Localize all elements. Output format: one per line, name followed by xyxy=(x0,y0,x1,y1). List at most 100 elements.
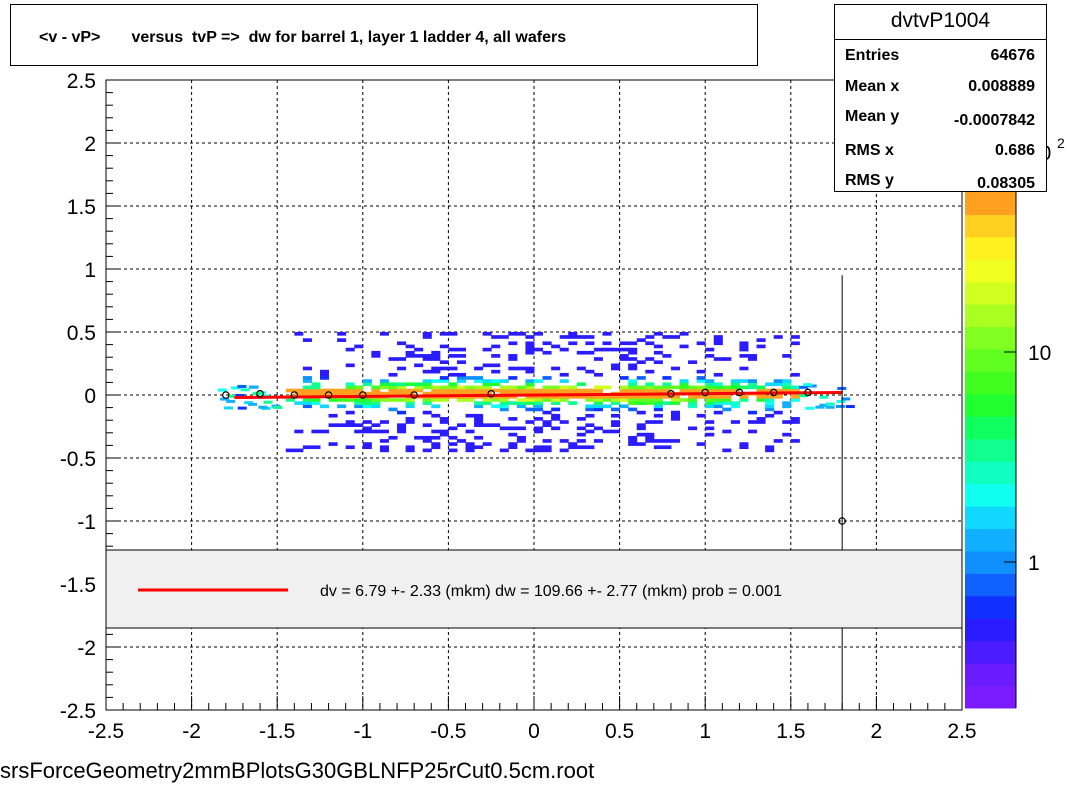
heatmap-cell xyxy=(636,423,646,427)
heatmap-cell xyxy=(302,385,312,390)
heatmap-cell xyxy=(534,448,544,453)
heatmap-cell xyxy=(790,385,800,390)
heatmap-cell xyxy=(653,398,663,402)
heatmap-cell xyxy=(388,385,398,390)
color-bar-segment xyxy=(965,304,1016,328)
heatmap-cell xyxy=(611,423,621,427)
heatmap-cell xyxy=(516,404,526,409)
heatmap-cell xyxy=(371,354,381,358)
heatmap-cell xyxy=(397,429,407,434)
heatmap-cell xyxy=(516,435,526,440)
heatmap-cell xyxy=(362,401,372,405)
heatmap-cell xyxy=(542,398,552,402)
heatmap-cell xyxy=(379,385,389,390)
heatmap-cell xyxy=(371,429,381,434)
heatmap-cell xyxy=(439,360,449,364)
heatmap-cell xyxy=(670,395,681,399)
heatmap-cell xyxy=(405,354,415,358)
heatmap-cell xyxy=(235,394,245,398)
heatmap-cell xyxy=(508,432,518,437)
heatmap-cell xyxy=(525,388,535,393)
heatmap-cell xyxy=(397,410,407,415)
heatmap-cell xyxy=(263,400,273,404)
heatmap-cell xyxy=(405,448,415,453)
profile-point xyxy=(222,391,230,399)
heatmap-cell xyxy=(491,354,501,358)
heatmap-cell xyxy=(645,398,655,402)
heatmap-cell xyxy=(653,413,663,418)
heatmap-cell xyxy=(679,344,689,349)
chart-title: <v - vP> versus tvP => dw for barrel 1, … xyxy=(39,29,567,46)
heatmap-cell xyxy=(835,404,845,408)
heatmap-cell xyxy=(628,388,638,393)
y-tick-label: 1 xyxy=(84,259,96,282)
heatmap-cell xyxy=(585,388,595,393)
heatmap-cell xyxy=(773,395,783,399)
heatmap-cell xyxy=(593,398,603,402)
heatmap-cell xyxy=(819,403,829,407)
heatmap-cell xyxy=(448,332,458,336)
heatmap-cell xyxy=(508,445,518,450)
heatmap-cell xyxy=(311,382,321,387)
heatmap-cell xyxy=(388,391,398,396)
heatmap-cell xyxy=(799,385,809,389)
heatmap-cell xyxy=(773,388,783,393)
heatmap-cell xyxy=(465,376,475,380)
heatmap-cell xyxy=(705,395,715,399)
heatmap-cell xyxy=(645,369,655,374)
heatmap-cell xyxy=(782,382,792,387)
heatmap-cell xyxy=(782,404,792,409)
heatmap-cell xyxy=(534,398,544,402)
heatmap-cell xyxy=(431,357,441,361)
heatmap-cell xyxy=(337,398,347,402)
heatmap-cell xyxy=(379,448,389,453)
heatmap-cell xyxy=(653,332,663,336)
heatmap-cell xyxy=(302,379,312,383)
heatmap-cell xyxy=(765,448,775,453)
heatmap-cell xyxy=(414,385,424,390)
heatmap-cell xyxy=(782,432,792,437)
heatmap-cell xyxy=(397,388,407,393)
heatmap-cell xyxy=(431,388,441,393)
heatmap-cell xyxy=(534,417,544,421)
heatmap-cell xyxy=(311,429,321,434)
heatmap-cell xyxy=(611,429,621,434)
heatmap-cell xyxy=(534,407,544,412)
heatmap-cell xyxy=(439,344,449,349)
heatmap-cell xyxy=(713,388,723,393)
heatmap-cell xyxy=(448,347,458,352)
heatmap-cell xyxy=(619,341,629,346)
heatmap-cell xyxy=(773,382,783,387)
heatmap-cell xyxy=(439,379,449,383)
heatmap-cell xyxy=(645,357,655,361)
heatmap-cell xyxy=(439,366,449,371)
heatmap-cell xyxy=(534,445,544,450)
heatmap-cell xyxy=(388,382,398,387)
heatmap-cell xyxy=(229,394,239,398)
heatmap-cell xyxy=(679,398,689,402)
heatmap-cell xyxy=(576,426,586,431)
heatmap-cell xyxy=(482,442,492,446)
heatmap-cell xyxy=(474,388,484,393)
heatmap-cell xyxy=(345,423,355,427)
heatmap-cell xyxy=(805,406,815,410)
heatmap-cell xyxy=(722,398,732,402)
heatmap-cell xyxy=(611,395,621,399)
color-bar-label-exponent: 2 xyxy=(1057,135,1065,151)
heatmap-cell xyxy=(354,401,364,405)
heatmap-cell xyxy=(388,388,398,393)
heatmap-cell xyxy=(491,382,501,387)
heatmap-cell xyxy=(422,410,432,415)
heatmap-cell xyxy=(448,366,458,371)
heatmap-cell xyxy=(585,429,595,434)
heatmap-cell xyxy=(354,385,364,390)
color-bar-segment xyxy=(965,528,1016,552)
heatmap-cell xyxy=(371,385,381,390)
heatmap-cell xyxy=(662,401,672,405)
heatmap-cell xyxy=(397,366,407,371)
heatmap-cell xyxy=(482,347,492,352)
heatmap-cell xyxy=(328,413,338,418)
heatmap-cell xyxy=(320,388,330,393)
heatmap-cell xyxy=(551,401,561,405)
heatmap-cell xyxy=(551,366,561,371)
